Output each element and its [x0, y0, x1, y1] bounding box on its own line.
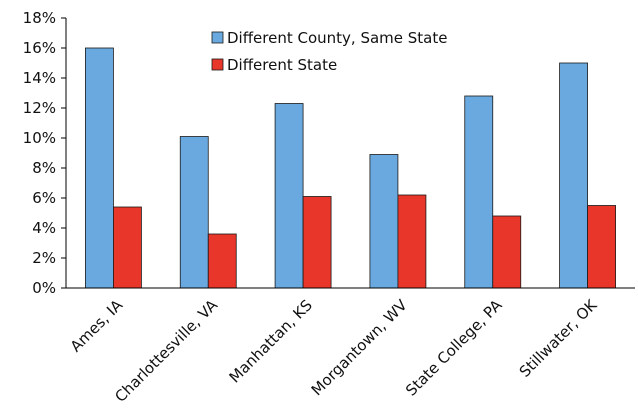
x-category-label: Manhattan, KS [226, 296, 316, 386]
bar-different-county [274, 103, 304, 289]
legend: Different County, Same State Different St… [211, 29, 448, 74]
y-tick-label: 2% [32, 249, 56, 267]
legend-label: Different County, Same State [227, 29, 448, 47]
y-tick-label: 12% [23, 99, 56, 117]
bar-different-state [397, 194, 427, 289]
x-category-label: Ames, IA [67, 296, 127, 356]
bar-different-state [207, 233, 237, 289]
x-category-label: Stillwater, OK [516, 295, 602, 381]
bar-different-county [179, 136, 209, 289]
bar-different-state [113, 206, 142, 289]
y-tick-label: 18% [23, 9, 56, 27]
bar-different-state [587, 205, 616, 289]
y-tick-label: 4% [32, 219, 56, 237]
y-tick-label: 0% [32, 279, 56, 297]
legend-label: Different State [227, 56, 337, 74]
bar-different-county [369, 154, 399, 289]
x-category-label: Morgantown, WV [308, 296, 412, 400]
legend-swatch [211, 31, 224, 44]
x-category-label: State College, PA [402, 296, 506, 400]
y-tick-label: 14% [23, 69, 56, 87]
bar-different-county [464, 95, 494, 289]
bar-different-county [85, 47, 114, 289]
bar-different-state [492, 215, 522, 289]
bar-different-county [559, 62, 588, 289]
y-tick-label: 6% [32, 189, 56, 207]
legend-swatch [211, 58, 224, 71]
y-tick-label: 8% [32, 159, 56, 177]
bar-different-state [302, 196, 332, 289]
bars [85, 47, 616, 289]
y-axis: 0% 2% 4% 6% 8% 10% 12% 14% 16% 18% [23, 9, 67, 297]
y-tick-label: 16% [23, 39, 56, 57]
x-category-label: Charlottesville, VA [111, 296, 221, 406]
y-tick-label: 10% [23, 129, 56, 147]
